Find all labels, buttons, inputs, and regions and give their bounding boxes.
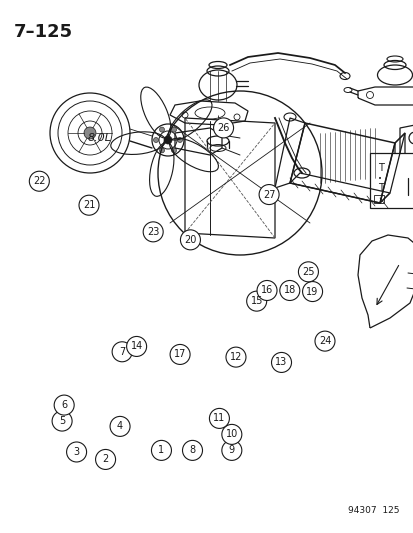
Circle shape (126, 336, 146, 357)
Circle shape (153, 138, 158, 142)
Circle shape (279, 280, 299, 301)
Circle shape (298, 262, 318, 282)
Text: 17: 17 (173, 350, 186, 359)
Text: 7: 7 (119, 347, 125, 357)
Circle shape (29, 171, 49, 191)
Circle shape (180, 230, 200, 250)
Text: 12: 12 (229, 352, 242, 362)
Circle shape (170, 344, 190, 365)
Circle shape (143, 222, 163, 242)
Text: 18: 18 (283, 286, 295, 295)
Bar (369, 153, 413, 208)
Circle shape (171, 127, 176, 132)
Text: 8.0L: 8.0L (88, 133, 112, 143)
Circle shape (213, 118, 233, 138)
Text: 7–125: 7–125 (14, 23, 73, 41)
Text: T: T (377, 163, 383, 173)
Circle shape (164, 136, 171, 144)
Text: 94307  125: 94307 125 (348, 506, 399, 515)
Circle shape (112, 342, 132, 362)
Text: 20: 20 (184, 235, 196, 245)
Text: 4: 4 (117, 422, 123, 431)
Text: 5: 5 (59, 416, 65, 426)
Circle shape (52, 411, 72, 431)
Text: T: T (377, 183, 383, 193)
Circle shape (209, 408, 229, 429)
Circle shape (159, 127, 164, 132)
Bar (373, 195, 383, 203)
Text: 19: 19 (306, 287, 318, 296)
Text: 16: 16 (260, 286, 273, 295)
Circle shape (159, 148, 164, 153)
Circle shape (221, 440, 241, 461)
Circle shape (182, 440, 202, 461)
Circle shape (314, 331, 334, 351)
Text: 24: 24 (318, 336, 330, 346)
Text: 9: 9 (228, 446, 234, 455)
Circle shape (152, 124, 183, 156)
Text: 26: 26 (217, 123, 229, 133)
Circle shape (256, 280, 276, 301)
Text: 14: 14 (130, 342, 142, 351)
Text: 23: 23 (147, 227, 159, 237)
Circle shape (246, 291, 266, 311)
Ellipse shape (398, 195, 413, 201)
Text: 2: 2 (102, 455, 109, 464)
Text: •: • (377, 176, 381, 182)
Circle shape (110, 416, 130, 437)
Circle shape (171, 148, 176, 153)
Text: 1: 1 (158, 446, 164, 455)
Text: 27: 27 (262, 190, 275, 199)
Text: 25: 25 (301, 267, 314, 277)
Circle shape (408, 132, 413, 144)
Text: 3: 3 (74, 447, 79, 457)
Text: 21: 21 (83, 200, 95, 210)
Circle shape (84, 127, 96, 139)
Circle shape (221, 424, 241, 445)
Circle shape (66, 442, 86, 462)
Text: 22: 22 (33, 176, 45, 186)
Circle shape (54, 395, 74, 415)
Circle shape (225, 347, 245, 367)
Circle shape (151, 440, 171, 461)
Circle shape (271, 352, 291, 373)
Text: 15: 15 (250, 296, 262, 306)
Text: 6: 6 (61, 400, 67, 410)
Circle shape (259, 184, 278, 205)
Circle shape (95, 449, 115, 470)
Circle shape (79, 195, 99, 215)
Circle shape (177, 138, 182, 142)
Text: 8: 8 (189, 446, 195, 455)
Text: 11: 11 (213, 414, 225, 423)
Text: 10: 10 (225, 430, 237, 439)
Text: 13: 13 (275, 358, 287, 367)
Circle shape (302, 281, 322, 302)
